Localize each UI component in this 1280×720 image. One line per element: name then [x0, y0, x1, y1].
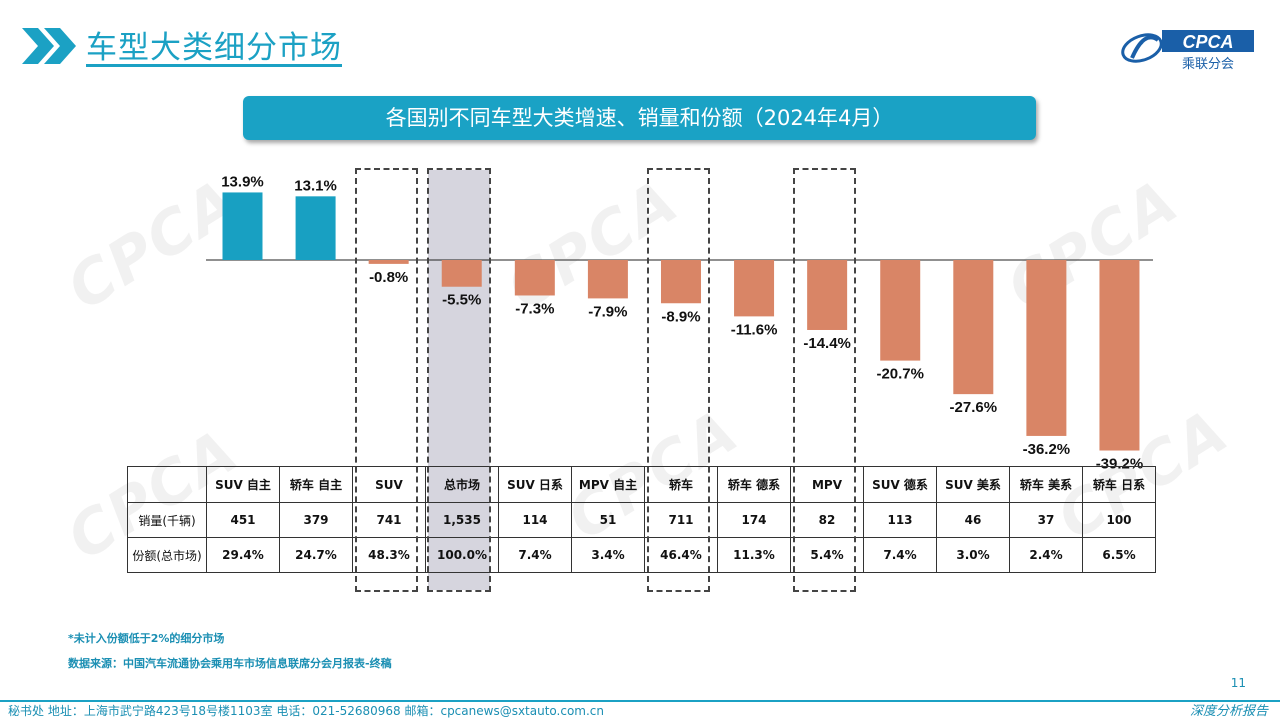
data-label: -8.9%	[661, 308, 700, 325]
logo-text: CPCA	[1182, 32, 1233, 52]
table-cell: 46.4%	[644, 537, 718, 573]
table-cell: 29.4%	[206, 537, 280, 573]
bar	[880, 260, 921, 361]
table-cell: 46	[936, 502, 1010, 538]
table-cell: 37	[1009, 502, 1083, 538]
table-cell: 741	[352, 502, 426, 538]
chart-banner-title: 各国别不同车型大类增速、销量和份额（2024年4月）	[243, 96, 1036, 140]
table-cell: 7.4%	[863, 537, 937, 573]
category-header-cell: MPV 自主	[571, 466, 645, 503]
table-row: 销量(千辆) 451 379 741 1,535 114 51 711 174 82 113 46 37…	[127, 502, 1156, 538]
category-header-cell: 轿车 日系	[1082, 466, 1156, 503]
table-cell: 2.4%	[1009, 537, 1083, 573]
data-label: -36.2%	[1023, 441, 1071, 458]
bar	[660, 260, 701, 304]
category-header-cell: SUV 美系	[936, 466, 1010, 503]
table-cell: 174	[717, 502, 791, 538]
category-header-cell: 轿车	[644, 466, 718, 503]
bar	[1099, 260, 1140, 451]
highlight-box-sedan	[647, 168, 710, 592]
table-cell: 451	[206, 502, 280, 538]
bar	[734, 260, 775, 317]
table-cell: 711	[644, 502, 718, 538]
data-label: -5.5%	[442, 292, 481, 309]
data-label: -20.7%	[876, 366, 924, 383]
highlight-box-mpv	[793, 168, 856, 592]
table-row: 份额(总市场) 29.4% 24.7% 48.3% 100.0% 7.4% 3.4% 46.4…	[127, 537, 1156, 573]
footer-divider	[0, 700, 1280, 702]
category-header-cell: SUV	[352, 466, 426, 503]
highlight-box-suv	[355, 168, 418, 592]
bar	[953, 260, 994, 395]
bar	[368, 260, 409, 264]
category-header-cell: 轿车 美系	[1009, 466, 1083, 503]
category-header-cell: 轿车 德系	[717, 466, 791, 503]
bar	[587, 260, 628, 299]
data-table: SUV 自主 轿车 自主 SUV 总市场 SUV 日系 MPV 自主 轿车 轿车 德系 MPV S…	[127, 466, 1156, 573]
bar	[222, 192, 263, 260]
data-label: -11.6%	[731, 321, 778, 338]
data-label: 13.1%	[294, 177, 337, 194]
row-label-cell: 销量(千辆)	[127, 502, 207, 538]
table-corner-cell	[127, 466, 207, 503]
chevron-double-icon	[22, 28, 76, 64]
table-cell: 113	[863, 502, 937, 538]
data-label: -27.6%	[950, 399, 998, 416]
table-cell: 48.3%	[352, 537, 426, 573]
category-header-cell: 轿车 自主	[279, 466, 353, 503]
table-cell: 100	[1082, 502, 1156, 538]
bar	[1026, 260, 1067, 436]
category-header-cell: SUV 德系	[863, 466, 937, 503]
footer-report-label: 深度分析报告	[1189, 704, 1268, 719]
table-cell: 3.0%	[936, 537, 1010, 573]
data-label: -7.9%	[588, 303, 627, 320]
table-cell: 100.0%	[425, 537, 499, 573]
page-number: 11	[1230, 676, 1246, 690]
table-cell: 379	[279, 502, 353, 538]
table-cell: 114	[498, 502, 572, 538]
table-cell: 11.3%	[717, 537, 791, 573]
highlight-box-total	[427, 168, 491, 592]
footer-address: 秘书处 地址：上海市武宁路423号18号楼1103室 电话：021-526809…	[8, 704, 605, 718]
bar	[807, 260, 848, 330]
source-note: 数据来源：中国汽车流通协会乘用车市场信息联席分会月报表-终稿	[68, 657, 392, 670]
data-label: -14.4%	[803, 335, 851, 352]
data-label: 13.9%	[221, 173, 264, 190]
bar	[514, 260, 555, 296]
table-header-row: SUV 自主 轿车 自主 SUV 总市场 SUV 日系 MPV 自主 轿车 轿车 德系 MPV S…	[127, 466, 1156, 503]
table-cell: 24.7%	[279, 537, 353, 573]
footnote: *未计入份额低于2%的细分市场	[68, 632, 225, 645]
category-header-cell: SUV 自主	[206, 466, 280, 503]
data-label: -0.8%	[369, 269, 408, 286]
table-cell: 6.5%	[1082, 537, 1156, 573]
category-header-cell: SUV 日系	[498, 466, 572, 503]
logo-subtext: 乘联分会	[1182, 57, 1234, 72]
table-cell: 5.4%	[790, 537, 864, 573]
table-cell: 3.4%	[571, 537, 645, 573]
table-cell: 7.4%	[498, 537, 572, 573]
page-title: 车型大类细分市场	[86, 30, 342, 66]
table-cell: 51	[571, 502, 645, 538]
bar	[441, 260, 482, 287]
row-label-cell: 份额(总市场)	[127, 537, 207, 573]
data-label: -7.3%	[515, 300, 554, 317]
cpca-logo: CPCA 乘联分会	[1121, 30, 1254, 72]
bar	[295, 196, 336, 260]
